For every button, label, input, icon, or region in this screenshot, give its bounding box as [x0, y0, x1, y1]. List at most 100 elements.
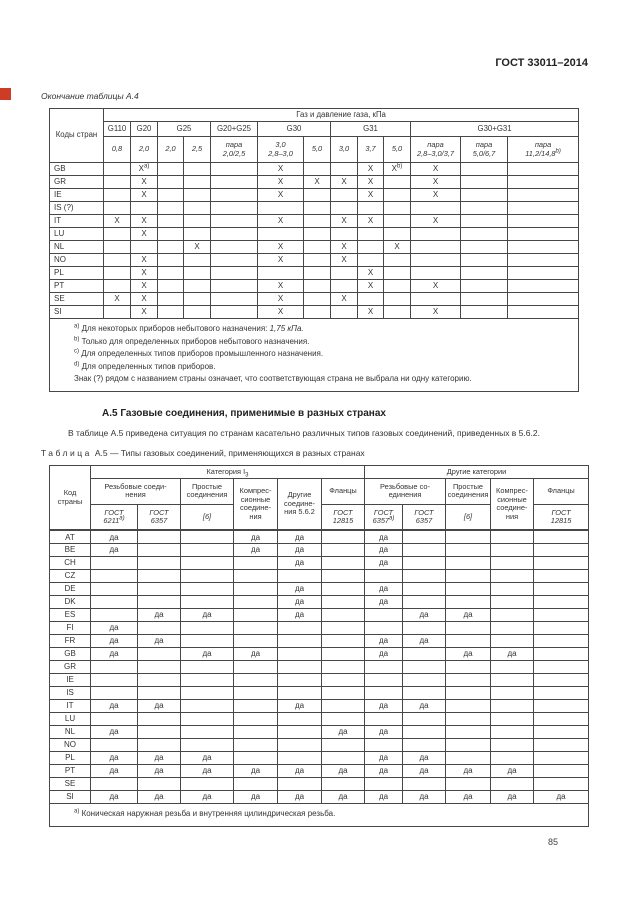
- a5-standard-ref: ГОСТ 6357a): [364, 503, 403, 531]
- a4-cell: [383, 227, 411, 241]
- a4-cell: [210, 201, 258, 215]
- a4-cell: [357, 240, 384, 254]
- document-code: ГОСТ 33011–2014: [495, 57, 588, 69]
- a5-country-code: CH: [49, 555, 91, 570]
- a4-cell: X: [130, 175, 158, 189]
- a5-cell: [233, 724, 278, 739]
- a4-pressure-header: 0,8: [103, 136, 131, 163]
- a5-cell: [90, 672, 138, 687]
- a5-row-no: NO: [49, 737, 590, 752]
- a5-cell: [490, 724, 534, 739]
- a5-cell: да: [364, 542, 403, 557]
- a5-cell: [402, 737, 446, 752]
- a4-cell: X: [130, 227, 158, 241]
- a5-cell: [364, 672, 403, 687]
- a5-row-fr: FR да да да да: [49, 633, 590, 648]
- a4-pressure-header: 2,0: [157, 136, 184, 163]
- a5-cell: [445, 620, 491, 635]
- a4-cell: [383, 214, 411, 228]
- a5-cell: [277, 568, 322, 583]
- a5-cell: да: [233, 789, 278, 804]
- a4-cell: X: [257, 292, 304, 306]
- a4-cell: [357, 227, 384, 241]
- a5-cell: да: [180, 607, 234, 622]
- a5-cell: [90, 607, 138, 622]
- a5-cell: [321, 776, 365, 791]
- a4-country-code: NL: [49, 240, 104, 254]
- a5-cell: [532, 594, 590, 609]
- a4-cell: X: [130, 266, 158, 280]
- a4-cell: [506, 240, 580, 254]
- a5-cell: [532, 633, 590, 648]
- a5-country-code: IE: [49, 672, 91, 687]
- a4-country-code: IS (?): [49, 201, 104, 215]
- a5-standard-ref: ГОСТ 6211a): [90, 503, 138, 531]
- a5-country-code: SI: [49, 789, 91, 804]
- a5-cell: [233, 594, 278, 609]
- a5-cell: да: [137, 750, 181, 765]
- a5-cell: да: [277, 555, 322, 570]
- a5-cell: да: [364, 763, 403, 778]
- a5-cell: [137, 711, 181, 726]
- a5-country-code: LU: [49, 711, 91, 726]
- a5-footnote: a) Коническая наружная резьба и внутренн…: [74, 808, 336, 818]
- a5-cell: [532, 698, 590, 713]
- a5-cell: [402, 542, 446, 557]
- a4-row-pt: PT X X X X: [49, 279, 580, 293]
- a5-cell: [321, 529, 365, 544]
- a4-cell: [210, 162, 258, 176]
- a5-country-code: NL: [49, 724, 91, 739]
- a5-country-code: CZ: [49, 568, 91, 583]
- a5-cell: да: [90, 698, 138, 713]
- a4-cell: [357, 253, 384, 267]
- a4-cell: [130, 201, 158, 215]
- a5-cell: да: [402, 607, 446, 622]
- a4-cell: [210, 292, 258, 306]
- a4-cell: [210, 253, 258, 267]
- a4-pressure-header: 5,0: [303, 136, 331, 163]
- a5-cell: [277, 659, 322, 674]
- a4-row-nl: NL X X X X: [49, 240, 580, 254]
- a5-cell: [445, 555, 491, 570]
- a5-cell: да: [277, 789, 322, 804]
- a4-cell: [330, 279, 358, 293]
- a4-cell: [460, 201, 508, 215]
- a5-row-it: IT да да да да да: [49, 698, 590, 713]
- a4-cell: [460, 175, 508, 189]
- a4-gas-group-g30: G30: [257, 121, 331, 137]
- a5-standard-ref: ГОСТ 12815: [532, 503, 590, 531]
- a4-cell: X: [357, 279, 384, 293]
- a4-cell: [130, 240, 158, 254]
- a4-cell: X: [257, 188, 304, 202]
- a5-cell: [277, 750, 322, 765]
- a4-cell: [460, 305, 508, 319]
- a4-footnote: b) Только для определенных приборов небы…: [74, 335, 310, 346]
- a5-row-si: SI да да да да да да да да да да да: [49, 789, 590, 804]
- a4-cell: X: [257, 305, 304, 319]
- a4-pressure-header: пара 11,2/14,8b): [506, 136, 580, 163]
- a5-cell: [445, 750, 491, 765]
- a4-cell: [460, 162, 508, 176]
- a5-row-de: DE да да: [49, 581, 590, 596]
- a5-cell: да: [321, 789, 365, 804]
- a5-cell: да: [90, 763, 138, 778]
- a5-cell: [137, 685, 181, 700]
- a4-gas-group-g20: G20: [130, 121, 158, 137]
- a5-cell: да: [445, 763, 491, 778]
- a5-group-5-6-2: Другие соедине-ния 5.6.2: [277, 477, 322, 531]
- a4-cell: X: [130, 253, 158, 267]
- a5-cell: [137, 659, 181, 674]
- a5-cell: [233, 685, 278, 700]
- a5-cell: да: [277, 542, 322, 557]
- a4-cell: [157, 201, 184, 215]
- a5-cell: да: [233, 763, 278, 778]
- a5-row-is: IS: [49, 685, 590, 700]
- a5-row-se: SE: [49, 776, 590, 791]
- a5-cell: [233, 620, 278, 635]
- a5-cell: [180, 672, 234, 687]
- a5-cell: да: [321, 763, 365, 778]
- a5-cell: [532, 672, 590, 687]
- a4-pressure-header: пара 2,8–3,0/3,7: [410, 136, 461, 163]
- a5-row-ch: CH да да: [49, 555, 590, 570]
- a4-cell: [330, 188, 358, 202]
